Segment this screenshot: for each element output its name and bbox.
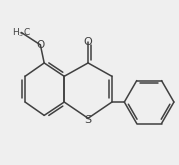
Text: O: O (84, 37, 92, 47)
Text: H$_3$C: H$_3$C (12, 26, 31, 39)
Text: O: O (36, 40, 45, 50)
Text: S: S (84, 115, 92, 125)
